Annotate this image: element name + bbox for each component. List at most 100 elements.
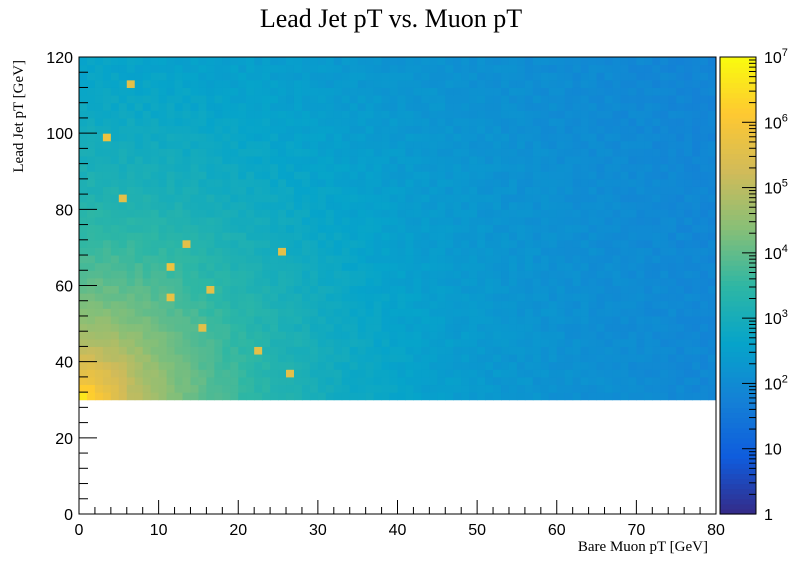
heatmap-cell — [373, 331, 383, 340]
heatmap-cell — [238, 315, 247, 325]
heatmap-cell — [445, 270, 454, 279]
heatmap-cell — [461, 300, 470, 309]
heatmap-cell — [389, 125, 398, 134]
heatmap-cell — [469, 262, 478, 271]
heatmap-cell — [644, 95, 653, 104]
heatmap-cell — [461, 392, 470, 401]
color-scale-band — [720, 260, 756, 266]
heatmap-cell — [652, 117, 661, 127]
heatmap-cell — [469, 163, 478, 172]
heatmap-cell — [349, 87, 359, 96]
heatmap-cell — [309, 209, 319, 218]
heatmap-cell — [485, 315, 494, 325]
color-scale-tick-label: 104 — [764, 243, 788, 263]
heatmap-cell — [437, 156, 446, 165]
heatmap-cell — [461, 209, 470, 218]
heatmap-cell — [230, 308, 239, 317]
heatmap-cell — [453, 300, 462, 309]
heatmap-cell — [708, 125, 717, 134]
heatmap-cell — [501, 95, 510, 104]
heatmap-cell — [516, 209, 526, 218]
heatmap-cell — [421, 300, 430, 309]
heatmap-cell — [150, 270, 160, 279]
heatmap-cell — [286, 293, 295, 302]
heatmap-cell — [79, 64, 88, 73]
heatmap-cell — [676, 361, 685, 370]
heatmap-cell — [86, 186, 96, 195]
heatmap-cell — [421, 285, 430, 294]
heatmap-cell — [349, 300, 359, 309]
heatmap-cell — [86, 331, 96, 340]
heatmap-cell — [246, 72, 255, 81]
heatmap-cell — [198, 323, 207, 332]
heatmap-cell — [580, 277, 590, 286]
heatmap-cell — [620, 125, 629, 134]
heatmap-cell — [461, 110, 470, 119]
heatmap-cell — [556, 239, 566, 248]
heatmap-cell — [628, 232, 637, 241]
heatmap-cell — [126, 346, 136, 355]
heatmap-cell — [692, 308, 701, 317]
heatmap-cell — [166, 95, 176, 104]
heatmap-cell — [532, 338, 542, 347]
heatmap-cell — [94, 270, 104, 279]
heatmap-cell — [668, 102, 677, 111]
heatmap-cell — [142, 361, 152, 370]
heatmap-cell — [493, 354, 502, 363]
heatmap-cell — [676, 308, 685, 317]
heatmap-cell — [461, 224, 470, 233]
heatmap-cell — [516, 346, 526, 355]
heatmap-cell — [516, 95, 526, 104]
heatmap-cell — [628, 95, 637, 104]
heatmap-cell — [524, 384, 534, 393]
heatmap-cell — [652, 163, 661, 172]
color-scale-band — [720, 376, 756, 383]
heatmap-cell — [556, 331, 566, 340]
heatmap-cell — [134, 178, 144, 187]
heatmap-cell — [270, 201, 279, 210]
heatmap-cell — [365, 79, 375, 88]
heatmap-cell — [278, 315, 287, 325]
color-scale-band — [720, 422, 756, 429]
heatmap-cell — [278, 346, 287, 355]
heatmap-cell — [397, 232, 406, 241]
heatmap-cell — [126, 117, 136, 127]
heatmap-cell — [150, 201, 160, 210]
heatmap-cell — [118, 331, 128, 340]
heatmap-cell — [309, 255, 319, 264]
heatmap-cell — [628, 300, 637, 309]
heatmap-cell — [126, 125, 136, 134]
heatmap-cell — [150, 369, 160, 378]
heatmap-cell — [644, 156, 653, 165]
heatmap-cell — [246, 163, 255, 172]
heatmap-cell — [373, 79, 383, 88]
heatmap-cell — [405, 163, 414, 172]
heatmap-cell — [110, 64, 120, 73]
heatmap-cell — [254, 262, 263, 271]
heatmap-cell — [134, 361, 144, 370]
heatmap-cell — [301, 186, 311, 195]
heatmap-cell — [660, 376, 669, 386]
heatmap-cell — [413, 285, 422, 294]
heatmap-cell — [692, 255, 701, 264]
heatmap-cell — [524, 293, 534, 302]
heatmap-cell — [79, 79, 88, 88]
heatmap-cell — [652, 133, 661, 142]
heatmap-cell — [556, 392, 566, 401]
heatmap-cell — [293, 110, 303, 119]
heatmap-cell — [389, 354, 398, 363]
heatmap-cell — [182, 64, 191, 73]
heatmap-cell — [357, 64, 367, 73]
heatmap-cell — [508, 110, 518, 119]
color-scale-tick-label: 105 — [764, 178, 788, 198]
heatmap-cell — [206, 293, 215, 302]
heatmap-cell — [485, 270, 494, 279]
heatmap-cell — [317, 178, 327, 187]
heatmap-cell — [357, 110, 367, 119]
heatmap-cell — [198, 285, 207, 294]
heatmap-cell — [421, 384, 430, 393]
heatmap-cell — [262, 110, 271, 119]
heatmap-cell — [158, 57, 168, 66]
heatmap-cell — [668, 140, 677, 149]
heatmap-cell — [150, 186, 160, 195]
